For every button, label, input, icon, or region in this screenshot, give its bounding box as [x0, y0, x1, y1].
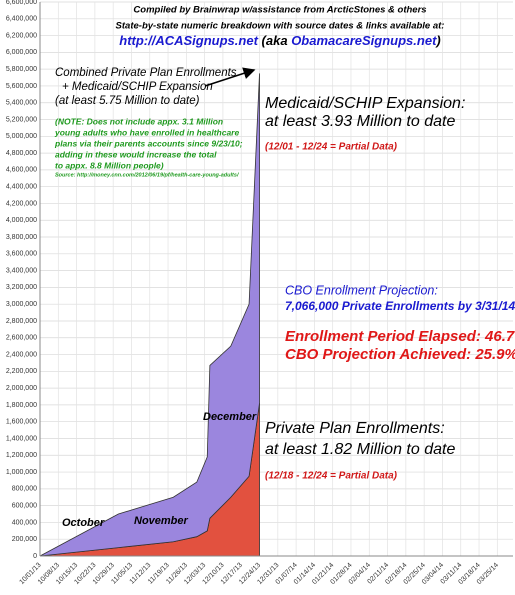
- annotation: Private Plan Enrollments:: [265, 420, 445, 437]
- link[interactable]: ObamacareSignups.net: [291, 33, 437, 48]
- y-tick-label: 6,000,000: [6, 49, 37, 56]
- annotations: Combined Private Plan Enrollments + Medic…: [54, 67, 515, 529]
- y-tick-label: 6,200,000: [6, 32, 37, 39]
- link[interactable]: http://ACASignups.net: [119, 33, 258, 48]
- area: [39, 73, 260, 557]
- annotation: (12/01 - 12/24 = Partial Data): [265, 142, 398, 153]
- y-tick-label: 0: [33, 553, 37, 560]
- link-text: ): [434, 33, 440, 48]
- annotation: plans via their parents accounts since 9…: [54, 138, 243, 148]
- annotation: November: [134, 515, 189, 527]
- annotation: Source: http://money.cnn.com/2012/06/19/…: [55, 172, 240, 178]
- y-tick-label: 2,800,000: [6, 318, 37, 325]
- annotation: at least 3.93 Million to date: [265, 113, 455, 130]
- y-tick-label: 800,000: [12, 486, 37, 493]
- annotation: adding in these would increase the total: [55, 149, 217, 159]
- y-tick-label: 4,200,000: [6, 200, 37, 207]
- y-tick-label: 4,400,000: [6, 184, 37, 191]
- y-tick-label: 2,000,000: [6, 385, 37, 392]
- y-tick-label: 3,000,000: [6, 301, 37, 308]
- y-tick-label: 200,000: [12, 536, 37, 543]
- y-tick-label: 1,600,000: [6, 419, 37, 426]
- y-tick-label: 4,600,000: [6, 167, 37, 174]
- y-tick-label: 1,400,000: [6, 435, 37, 442]
- y-tick-label: 3,800,000: [6, 234, 37, 241]
- y-tick-label: 5,400,000: [6, 100, 37, 107]
- link-line: http://ACASignups.net (aka ObamacareSign…: [119, 33, 441, 48]
- annotation: December: [203, 411, 257, 423]
- annotation: at least 1.82 Million to date: [265, 441, 455, 458]
- y-tick-label: 600,000: [12, 502, 37, 509]
- arrow: [204, 67, 256, 87]
- y-tick-label: 2,200,000: [6, 368, 37, 375]
- annotation: + Medicaid/SCHIP Expansion: [62, 81, 213, 93]
- y-tick-label: 4,000,000: [6, 217, 37, 224]
- annotation: Enrollment Period Elapsed: 46.7%: [285, 328, 515, 345]
- annotation: October: [62, 517, 105, 529]
- annotation: to appx. 8.8 Million people): [55, 160, 164, 170]
- annotation: CBO Projection Achieved: 25.9%: [285, 346, 515, 363]
- y-tick-label: 3,200,000: [6, 284, 37, 291]
- y-tick-label: 4,800,000: [6, 150, 37, 157]
- y-tick-label: 6,400,000: [6, 16, 37, 23]
- annotation: 7,066,000 Private Enrollments by 3/31/14: [285, 299, 515, 313]
- annotation: Combined Private Plan Enrollments: [55, 67, 237, 79]
- y-tick-label: 3,600,000: [6, 251, 37, 258]
- y-tick-label: 6,600,000: [6, 0, 37, 6]
- y-tick-label: 400,000: [12, 519, 37, 526]
- annotation: (at least 5.75 Million to date): [55, 95, 200, 107]
- y-tick-label: 3,400,000: [6, 267, 37, 274]
- header: Compiled by Brainwrap w/assistance from …: [133, 5, 426, 16]
- y-tick-label: 5,800,000: [6, 66, 37, 73]
- header: State-by-state numeric breakdown with so…: [116, 21, 445, 32]
- annotation: Medicaid/SCHIP Expansion:: [265, 95, 465, 112]
- y-tick-label: 1,000,000: [6, 469, 37, 476]
- annotation: CBO Enrollment Projection:: [285, 283, 438, 297]
- link-text: (aka: [262, 33, 288, 48]
- y-tick-label: 2,400,000: [6, 351, 37, 358]
- y-tick-label: 1,200,000: [6, 452, 37, 459]
- y-tick-label: 2,600,000: [6, 335, 37, 342]
- y-tick-label: 5,600,000: [6, 83, 37, 90]
- y-tick-label: 1,800,000: [6, 402, 37, 409]
- annotation: young adults who have enrolled in health…: [54, 127, 239, 137]
- y-tick-label: 5,000,000: [6, 133, 37, 140]
- y-tick-label: 5,200,000: [6, 116, 37, 123]
- annotation: (NOTE: Does not include appx. 3.1 Millio…: [55, 116, 223, 126]
- annotation: (12/18 - 12/24 = Partial Data): [265, 471, 398, 482]
